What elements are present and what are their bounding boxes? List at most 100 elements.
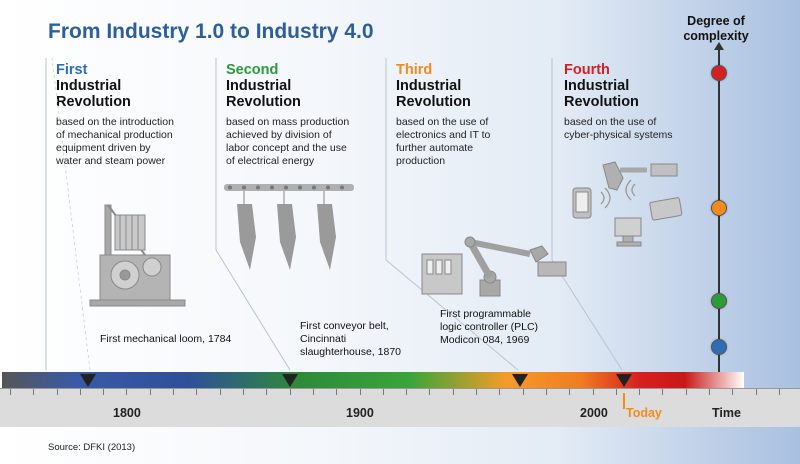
desc-line: of electrical energy	[226, 155, 315, 167]
ruler-tick	[10, 389, 11, 395]
year-1800: 1800	[113, 406, 141, 420]
fourth-revolution-title-1: Industrial	[564, 78, 630, 94]
ruler-tick	[639, 389, 640, 395]
ruler-tick	[499, 389, 500, 395]
first-revolution: First Industrial Revolution based on the…	[56, 62, 216, 168]
third-revolution-title-2: Revolution	[396, 94, 471, 110]
event-line: First programmable	[440, 308, 532, 320]
second-revolution-title-2: Revolution	[226, 94, 301, 110]
ruler-tick	[33, 389, 34, 395]
ruler-tick	[150, 389, 151, 395]
third-complexity-dot	[711, 200, 727, 216]
cyber-physical-devices-icon	[572, 161, 683, 247]
marker-1784	[80, 374, 96, 387]
mechanical-loom-icon	[89, 204, 186, 307]
ruler-tick	[290, 389, 291, 395]
ruler-tick	[313, 389, 314, 395]
event-line: First mechanical loom, 1784	[100, 333, 232, 345]
ruler-tick	[266, 389, 267, 395]
event-line: Cincinnati	[300, 333, 347, 345]
desc-line: based on the introduction	[56, 116, 174, 128]
third-revolution-ordinal: Third	[396, 62, 433, 78]
marker-1870	[282, 374, 298, 387]
first-revolution-title-2: Revolution	[56, 94, 131, 110]
second-revolution-ordinal: Second	[226, 62, 279, 78]
first-revolution-ordinal: First	[56, 62, 88, 78]
ruler-tick	[243, 389, 244, 395]
ruler-tick	[476, 389, 477, 395]
second-revolution: Second Industrial Revolution based on ma…	[226, 62, 391, 168]
fourth-complexity-dot	[711, 65, 727, 81]
ruler-tick	[732, 389, 733, 395]
event-line: slaughterhouse, 1870	[300, 346, 401, 358]
robot-arm-plc-icon	[421, 236, 567, 297]
desc-line: water and steam power	[56, 155, 166, 167]
year-1900: 1900	[346, 406, 374, 420]
second-revolution-description: based on mass production achieved by div…	[226, 116, 391, 168]
desc-line: achieved by division of	[226, 129, 332, 141]
third-revolution-description: based on the use of electronics and IT t…	[396, 116, 556, 168]
complexity-label-line1: Degree of	[687, 14, 745, 28]
ruler-tick	[220, 389, 221, 395]
page-title: From Industry 1.0 to Industry 4.0	[48, 20, 374, 43]
desc-line: production	[396, 155, 446, 167]
event-mechanical-loom: First mechanical loom, 1784	[100, 333, 231, 346]
desc-line: based on mass production	[226, 116, 350, 128]
conveyor-belt-icon	[224, 184, 354, 270]
ruler-tick	[383, 389, 384, 395]
ruler-tick	[779, 389, 780, 395]
today-indicator	[623, 393, 625, 409]
ruler-tick	[453, 389, 454, 395]
first-revolution-description: based on the introduction of mechanical …	[56, 116, 216, 168]
ruler-tick	[360, 389, 361, 395]
first-revolution-title-1: Industrial	[56, 78, 122, 94]
fourth-revolution-ordinal: Fourth	[564, 62, 610, 78]
desc-line: electronics and IT to	[396, 129, 491, 141]
desc-line: based on the use of	[396, 116, 489, 128]
complexity-axis-label: Degree of complexity	[676, 14, 756, 44]
timeline-bar	[2, 372, 744, 388]
ruler-tick	[523, 389, 524, 395]
second-revolution-title-1: Industrial	[226, 78, 292, 94]
fourth-revolution: Fourth Industrial Revolution based on th…	[564, 62, 714, 142]
marker-today	[616, 374, 632, 387]
desc-line: labor concept and the use	[226, 142, 347, 154]
ruler-tick	[593, 389, 594, 395]
complexity-label-line2: complexity	[683, 29, 749, 43]
event-conveyor-belt: First conveyor belt, Cincinnati slaughte…	[300, 320, 401, 359]
third-revolution-title-1: Industrial	[396, 78, 462, 94]
event-line: First conveyor belt,	[300, 320, 389, 332]
desc-line: based on the use of	[564, 116, 657, 128]
time-ruler	[0, 388, 800, 427]
desc-line: cyber-physical systems	[564, 129, 673, 141]
ruler-tick	[126, 389, 127, 395]
ruler-tick	[709, 389, 710, 395]
desc-line: equipment driven by	[56, 142, 151, 154]
year-2000: 2000	[580, 406, 608, 420]
desc-line: of mechanical production	[56, 129, 173, 141]
time-label: Time	[712, 406, 741, 420]
ruler-tick	[406, 389, 407, 395]
event-line: logic controller (PLC)	[440, 321, 539, 333]
ruler-tick	[80, 389, 81, 395]
ruler-tick	[616, 389, 617, 395]
ruler-tick	[686, 389, 687, 395]
ruler-tick	[569, 389, 570, 395]
ruler-tick	[429, 389, 430, 395]
ruler-tick	[103, 389, 104, 395]
source-note: Source: DFKI (2013)	[48, 442, 136, 453]
first-complexity-dot	[711, 339, 727, 355]
desc-line: further automate	[396, 142, 474, 154]
ruler-tick	[57, 389, 58, 395]
marker-1969	[512, 374, 528, 387]
ruler-tick	[173, 389, 174, 395]
ruler-tick	[546, 389, 547, 395]
today-label: Today	[626, 406, 662, 420]
ruler-tick	[756, 389, 757, 395]
complexity-arrow-icon	[714, 42, 724, 50]
third-revolution: Third Industrial Revolution based on the…	[396, 62, 556, 168]
ruler-tick	[196, 389, 197, 395]
event-line: Modicon 084, 1969	[440, 334, 530, 346]
ruler-tick	[662, 389, 663, 395]
